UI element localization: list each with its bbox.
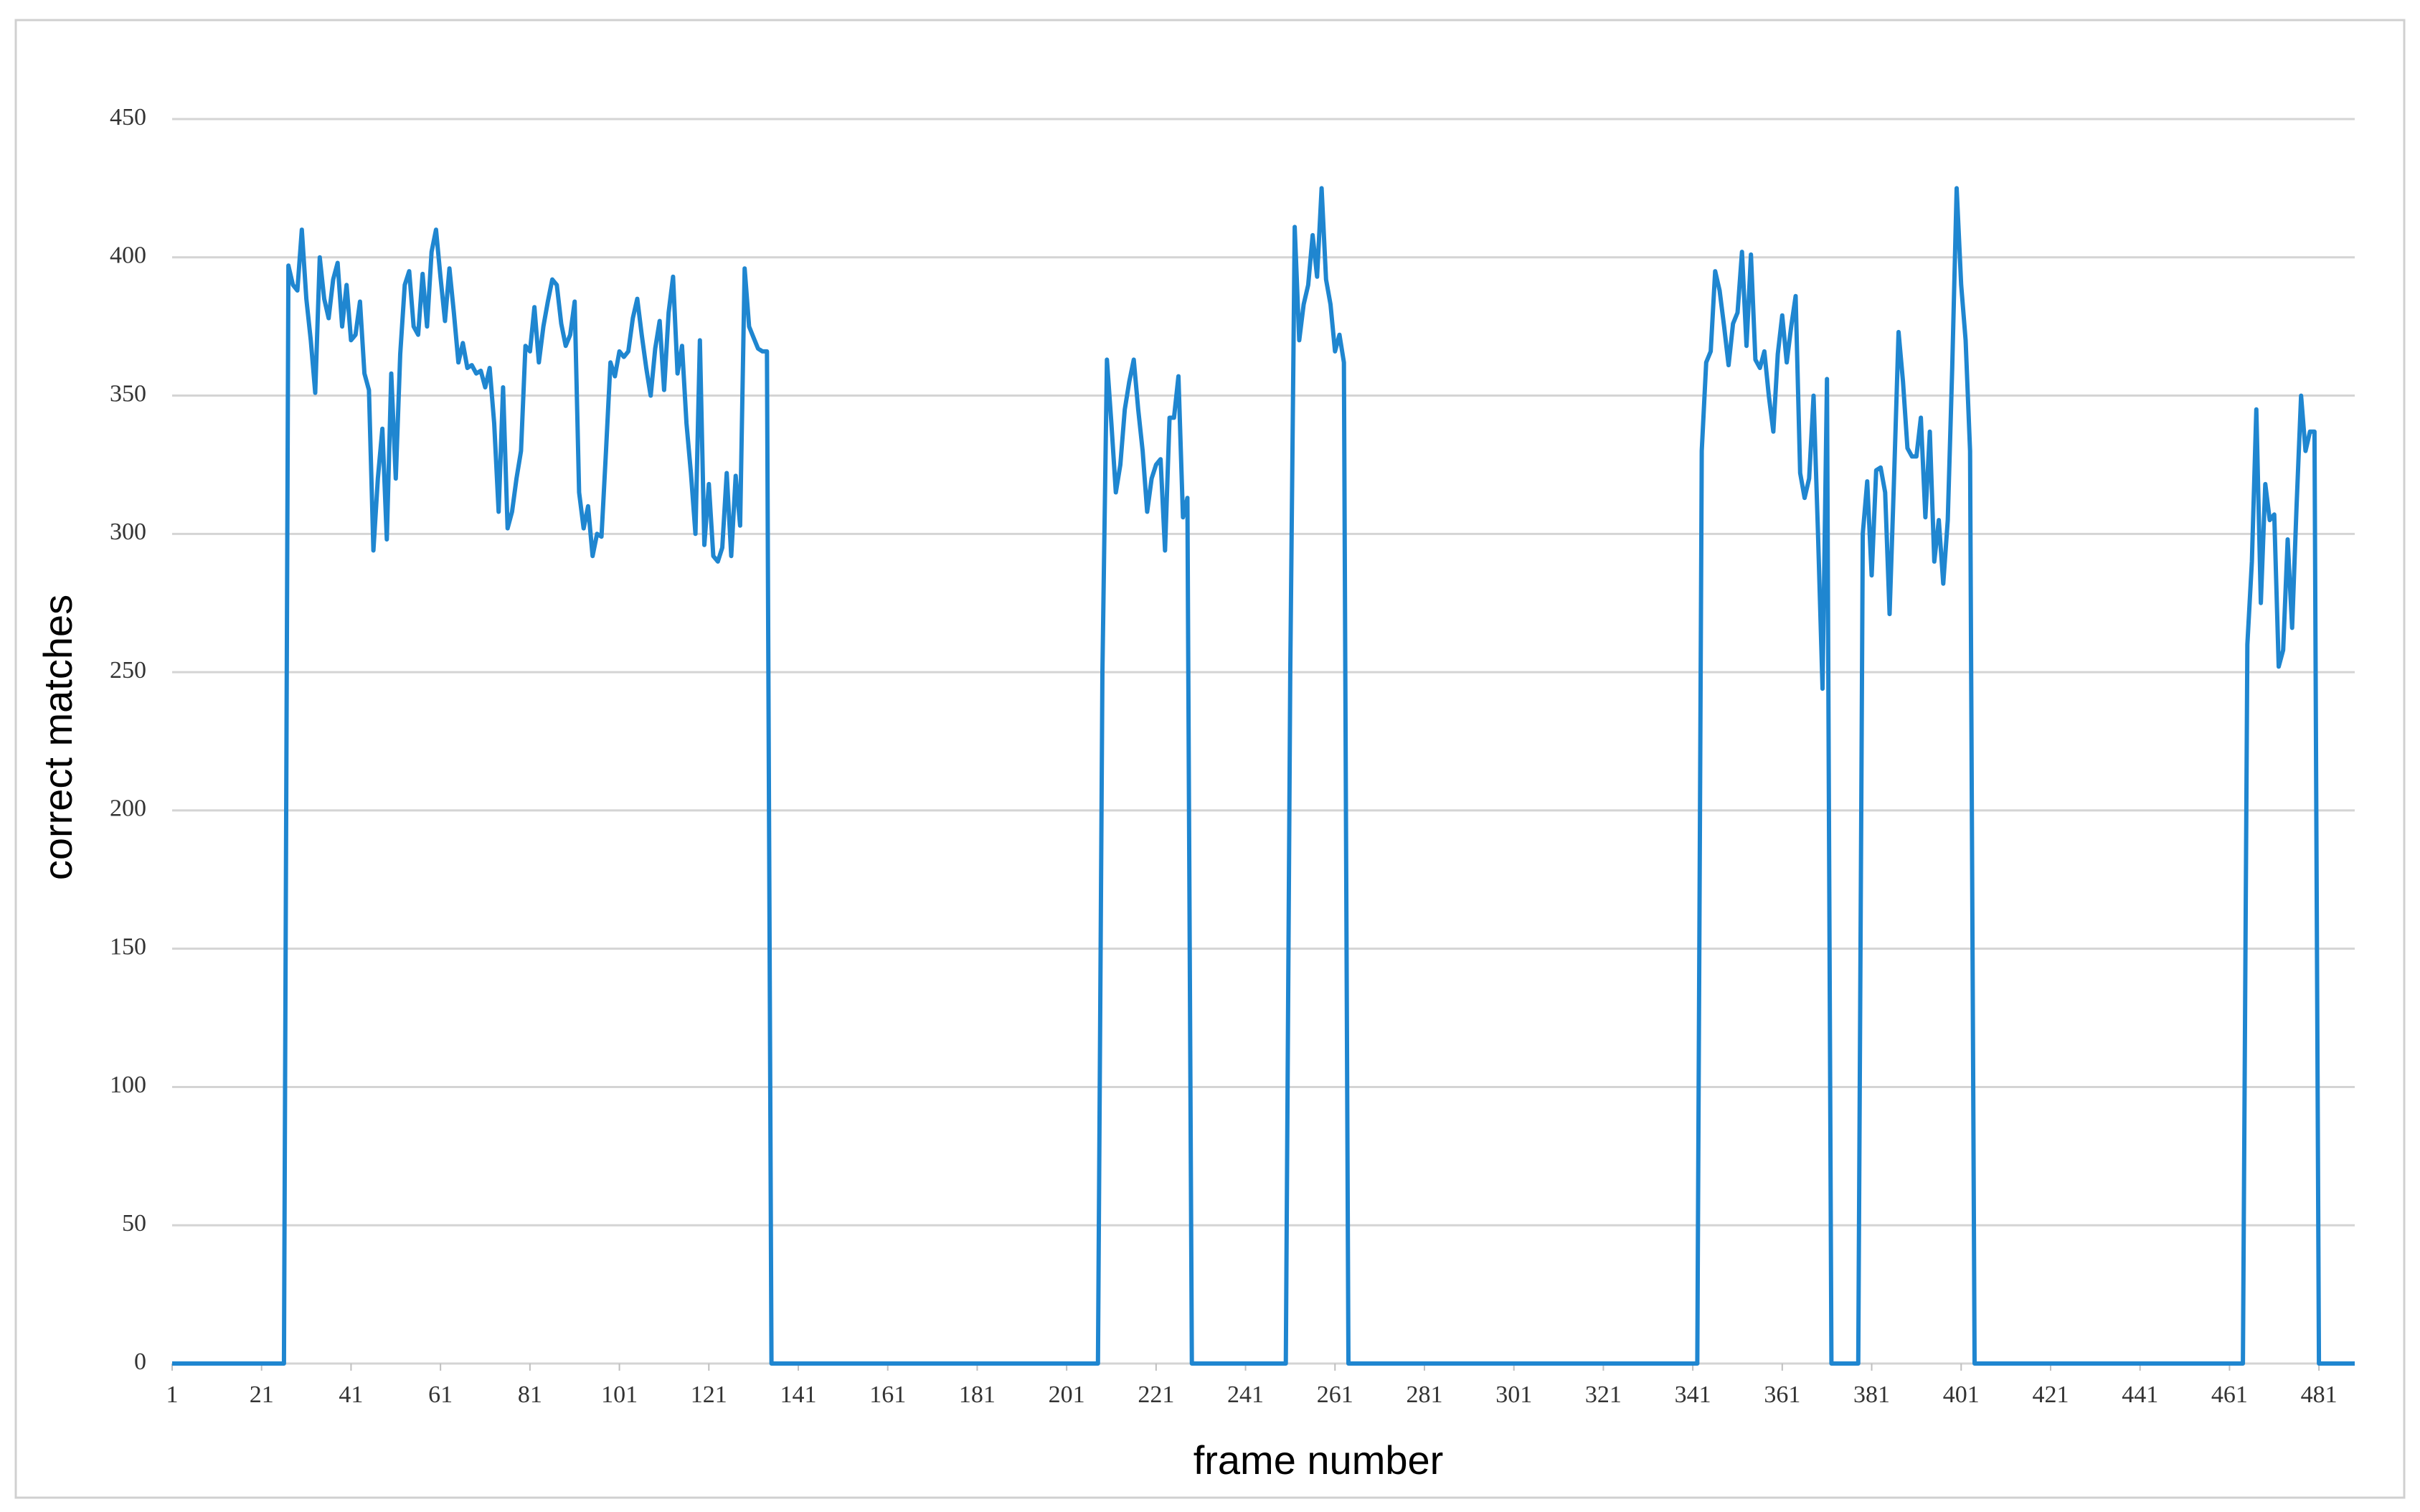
y-tick-label: 150 xyxy=(110,933,146,960)
y-tick-label: 300 xyxy=(110,519,146,545)
x-tick-label: 1 xyxy=(166,1381,179,1408)
x-tick-label: 461 xyxy=(2211,1381,2248,1408)
x-tick-label: 181 xyxy=(959,1381,996,1408)
x-tick-label: 61 xyxy=(428,1381,453,1408)
data-line xyxy=(172,186,2355,1366)
x-tick-label: 101 xyxy=(601,1381,638,1408)
y-tick-label: 100 xyxy=(110,1072,146,1098)
x-tick-label: 261 xyxy=(1317,1381,1353,1408)
y-tick-label: 50 xyxy=(122,1210,146,1237)
y-tick-label: 350 xyxy=(110,380,146,407)
x-tick-label: 81 xyxy=(518,1381,542,1408)
x-tick-label: 21 xyxy=(250,1381,274,1408)
x-tick-label: 321 xyxy=(1585,1381,1622,1408)
y-tick-label: 450 xyxy=(110,104,146,131)
y-tick-label: 250 xyxy=(110,657,146,684)
y-tick-label: 400 xyxy=(110,242,146,269)
y-axis-title: correct matches xyxy=(35,595,80,880)
x-tick-label: 221 xyxy=(1138,1381,1174,1408)
x-tick-label: 161 xyxy=(869,1381,906,1408)
chart-frame xyxy=(14,19,2406,1499)
x-axis-title: frame number xyxy=(1194,1437,1444,1483)
x-tick-label: 301 xyxy=(1495,1381,1532,1408)
x-tick-label: 281 xyxy=(1406,1381,1442,1408)
x-tick-label: 381 xyxy=(1853,1381,1890,1408)
x-tick-label: 361 xyxy=(1764,1381,1800,1408)
x-tick-label: 401 xyxy=(1943,1381,1980,1408)
x-tick-label: 341 xyxy=(1675,1381,1711,1408)
x-tick-label: 241 xyxy=(1227,1381,1264,1408)
x-tick-label: 441 xyxy=(2122,1381,2158,1408)
x-tick-label: 421 xyxy=(2032,1381,2069,1408)
x-tick-label: 41 xyxy=(339,1381,363,1408)
y-tick-label: 0 xyxy=(134,1348,146,1375)
x-tick-label: 121 xyxy=(691,1381,727,1408)
x-tick-label: 201 xyxy=(1049,1381,1085,1408)
y-tick-label: 200 xyxy=(110,795,146,822)
x-tick-label: 141 xyxy=(780,1381,816,1408)
x-tick-label: 481 xyxy=(2301,1381,2338,1408)
